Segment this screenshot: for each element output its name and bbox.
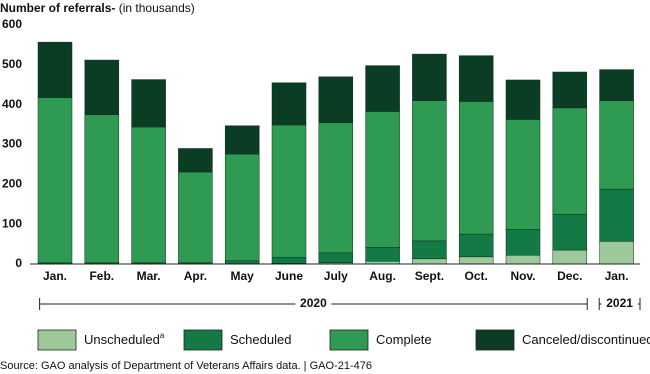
bar-segment (458, 256, 494, 265)
bar-segment (412, 240, 447, 260)
bar-segment (599, 241, 634, 265)
bar-segment (178, 148, 213, 173)
bar-segment (178, 171, 213, 264)
legend-swatch (37, 329, 77, 351)
y-tick-label: 300 (2, 137, 22, 151)
legend-label: Complete (376, 332, 432, 347)
legend-label: Scheduled (230, 332, 291, 347)
x-tick-label: Dec. (557, 269, 582, 283)
bar-segment (505, 119, 541, 230)
bar-segment (37, 41, 73, 98)
bar-segment (458, 233, 494, 258)
bar-segment (599, 188, 634, 242)
x-tick-label: Oct. (465, 269, 488, 283)
bar-segment (365, 247, 400, 262)
chart-title: Number of referrals- (in thousands) (0, 1, 195, 15)
bar-segment (224, 260, 260, 264)
bar-segment (458, 101, 494, 235)
bar-segment (552, 213, 588, 251)
bar-segment (271, 256, 307, 264)
y-tick-label: 200 (2, 177, 22, 191)
y-tick-label: 400 (2, 97, 22, 111)
bar-segment (552, 107, 588, 215)
bar-segment (318, 122, 354, 254)
x-tick-label: May (231, 269, 255, 283)
bar-segment (412, 100, 447, 242)
bracket-gap (295, 297, 332, 311)
bar-segment (365, 111, 400, 248)
x-tick-label: Mar. (137, 269, 161, 283)
x-tick-label: Aug. (369, 269, 396, 283)
bracket-gap (601, 297, 638, 311)
x-tick-label: Sept. (415, 269, 444, 283)
bar-segment (552, 71, 588, 109)
bar-segment (224, 125, 260, 155)
x-tick-label: June (275, 269, 303, 283)
bar-segment (505, 254, 541, 265)
bar-segment (599, 100, 634, 190)
source-note: Source: GAO analysis of Department of Ve… (0, 360, 372, 372)
y-tick-label: 600 (2, 17, 22, 31)
bar-segment (412, 53, 447, 101)
y-tick-label: 100 (2, 216, 22, 230)
bar-segment (365, 65, 400, 112)
bar-segment (458, 55, 494, 102)
bar-segment (412, 258, 447, 265)
bar-segment (84, 114, 120, 264)
legend-note: a (160, 331, 165, 340)
bar-segment (271, 124, 307, 258)
bar-segment (84, 59, 120, 115)
bar-segment (131, 126, 166, 264)
legend-name: Complete (376, 332, 432, 347)
bar-segment (552, 249, 588, 265)
x-tick-label: Jan. (605, 269, 629, 283)
bar-segment (224, 153, 260, 262)
legend-label: Unscheduleda (84, 331, 165, 347)
bar-segment (318, 76, 354, 123)
legend-swatch (329, 329, 369, 351)
x-tick-label: Feb. (89, 269, 114, 283)
bar-segment (599, 69, 634, 101)
bar-segment (37, 97, 73, 264)
y-tick-label: 500 (2, 57, 22, 71)
legend-swatch (475, 329, 515, 351)
bar-segment (318, 252, 354, 264)
bar-segment (131, 79, 166, 128)
legend-swatch (183, 329, 223, 351)
x-tick-label: Jan. (43, 269, 67, 283)
x-tick-label: July (324, 269, 348, 283)
year-label: 2021 (606, 296, 633, 310)
x-tick-label: Nov. (510, 269, 535, 283)
bar-segment (505, 79, 541, 120)
bar-segment (505, 229, 541, 256)
bar-segment (271, 82, 307, 126)
legend-name: Unscheduled (84, 332, 160, 347)
legend-name: Canceled/discontinued (522, 332, 650, 347)
legend-label: Canceled/discontinued (522, 332, 650, 347)
y-tick-label: 0 (15, 256, 22, 270)
x-tick-label: Apr. (184, 269, 207, 283)
year-label: 2020 (300, 296, 327, 310)
legend-name: Scheduled (230, 332, 291, 347)
